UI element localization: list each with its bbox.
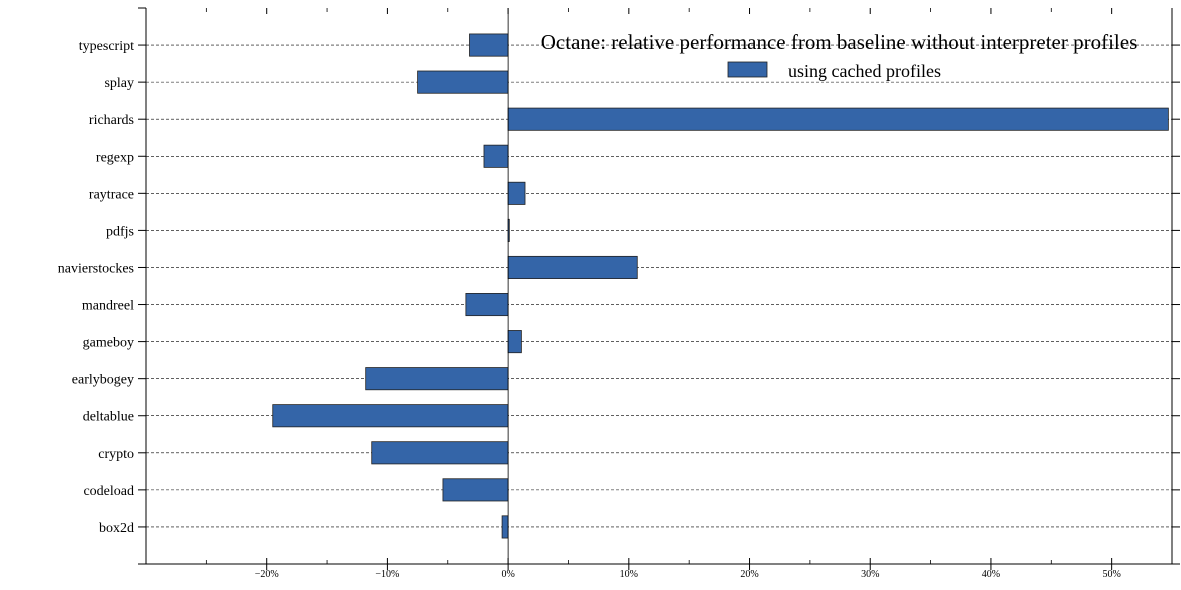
x-tick-label: 50% [1102,569,1120,580]
labels: typescript splay richards regexp raytrace pdf… [58,39,1121,580]
category-label: gameboy [83,336,134,351]
x-tick-label: −20% [255,569,279,580]
bar-splay [417,70,509,94]
legend-entry: using cached profiles [788,61,941,81]
category-label: splay [104,76,134,91]
x-tick-label: −10% [375,569,399,580]
bar-codeload [442,478,509,502]
category-label: navierstockes [58,261,134,276]
category-label: regexp [96,150,134,165]
category-label: richards [89,113,134,128]
bar-earlybogey [365,367,509,391]
legend: Octane: relative performance from baseli… [541,30,1138,81]
x-tick-label: 40% [982,569,1000,580]
bar-richards [507,107,1169,131]
bar-raytrace [507,181,526,205]
bar-regexp [483,144,509,168]
category-label: typescript [79,39,134,54]
legend-swatch [727,61,768,78]
x-tick-label: 30% [861,569,879,580]
bar-deltablue [272,404,509,428]
category-label: deltablue [83,410,134,425]
x-tick-label: 20% [740,569,758,580]
category-label: earlybogey [72,373,134,388]
bar-mandreel [465,293,509,317]
axes [138,7,1180,570]
bar-crypto [371,441,509,465]
bar-box2d [501,515,509,539]
legend-title: Octane: relative performance from baseli… [541,30,1138,54]
category-label: box2d [99,521,134,536]
category-label: mandreel [82,299,134,314]
category-label: crypto [98,447,134,462]
category-label: pdfjs [106,224,134,239]
category-label: codeload [83,484,134,499]
x-tick-label: 0% [501,569,514,580]
bar-navierstockes [507,255,638,279]
category-label: raytrace [89,187,134,202]
bar-gameboy [507,330,522,354]
bar-typescript [469,33,509,57]
x-tick-label: 10% [620,569,638,580]
bars [272,33,1169,539]
